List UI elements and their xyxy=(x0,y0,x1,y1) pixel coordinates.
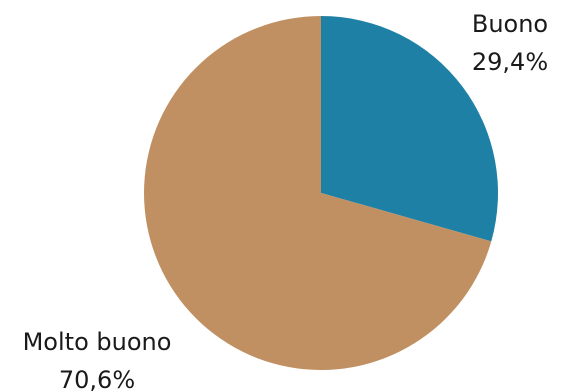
slice-value-molto-buono: 70,6% xyxy=(59,366,135,391)
slice-label-molto-buono: Molto buono xyxy=(23,328,172,356)
pie-slice-molto-buono xyxy=(144,16,492,370)
slice-value-buono: 29,4% xyxy=(472,48,548,76)
slice-label-buono: Buono xyxy=(472,10,548,38)
pie-slice-buono xyxy=(321,16,498,242)
pie-slices xyxy=(144,16,498,370)
